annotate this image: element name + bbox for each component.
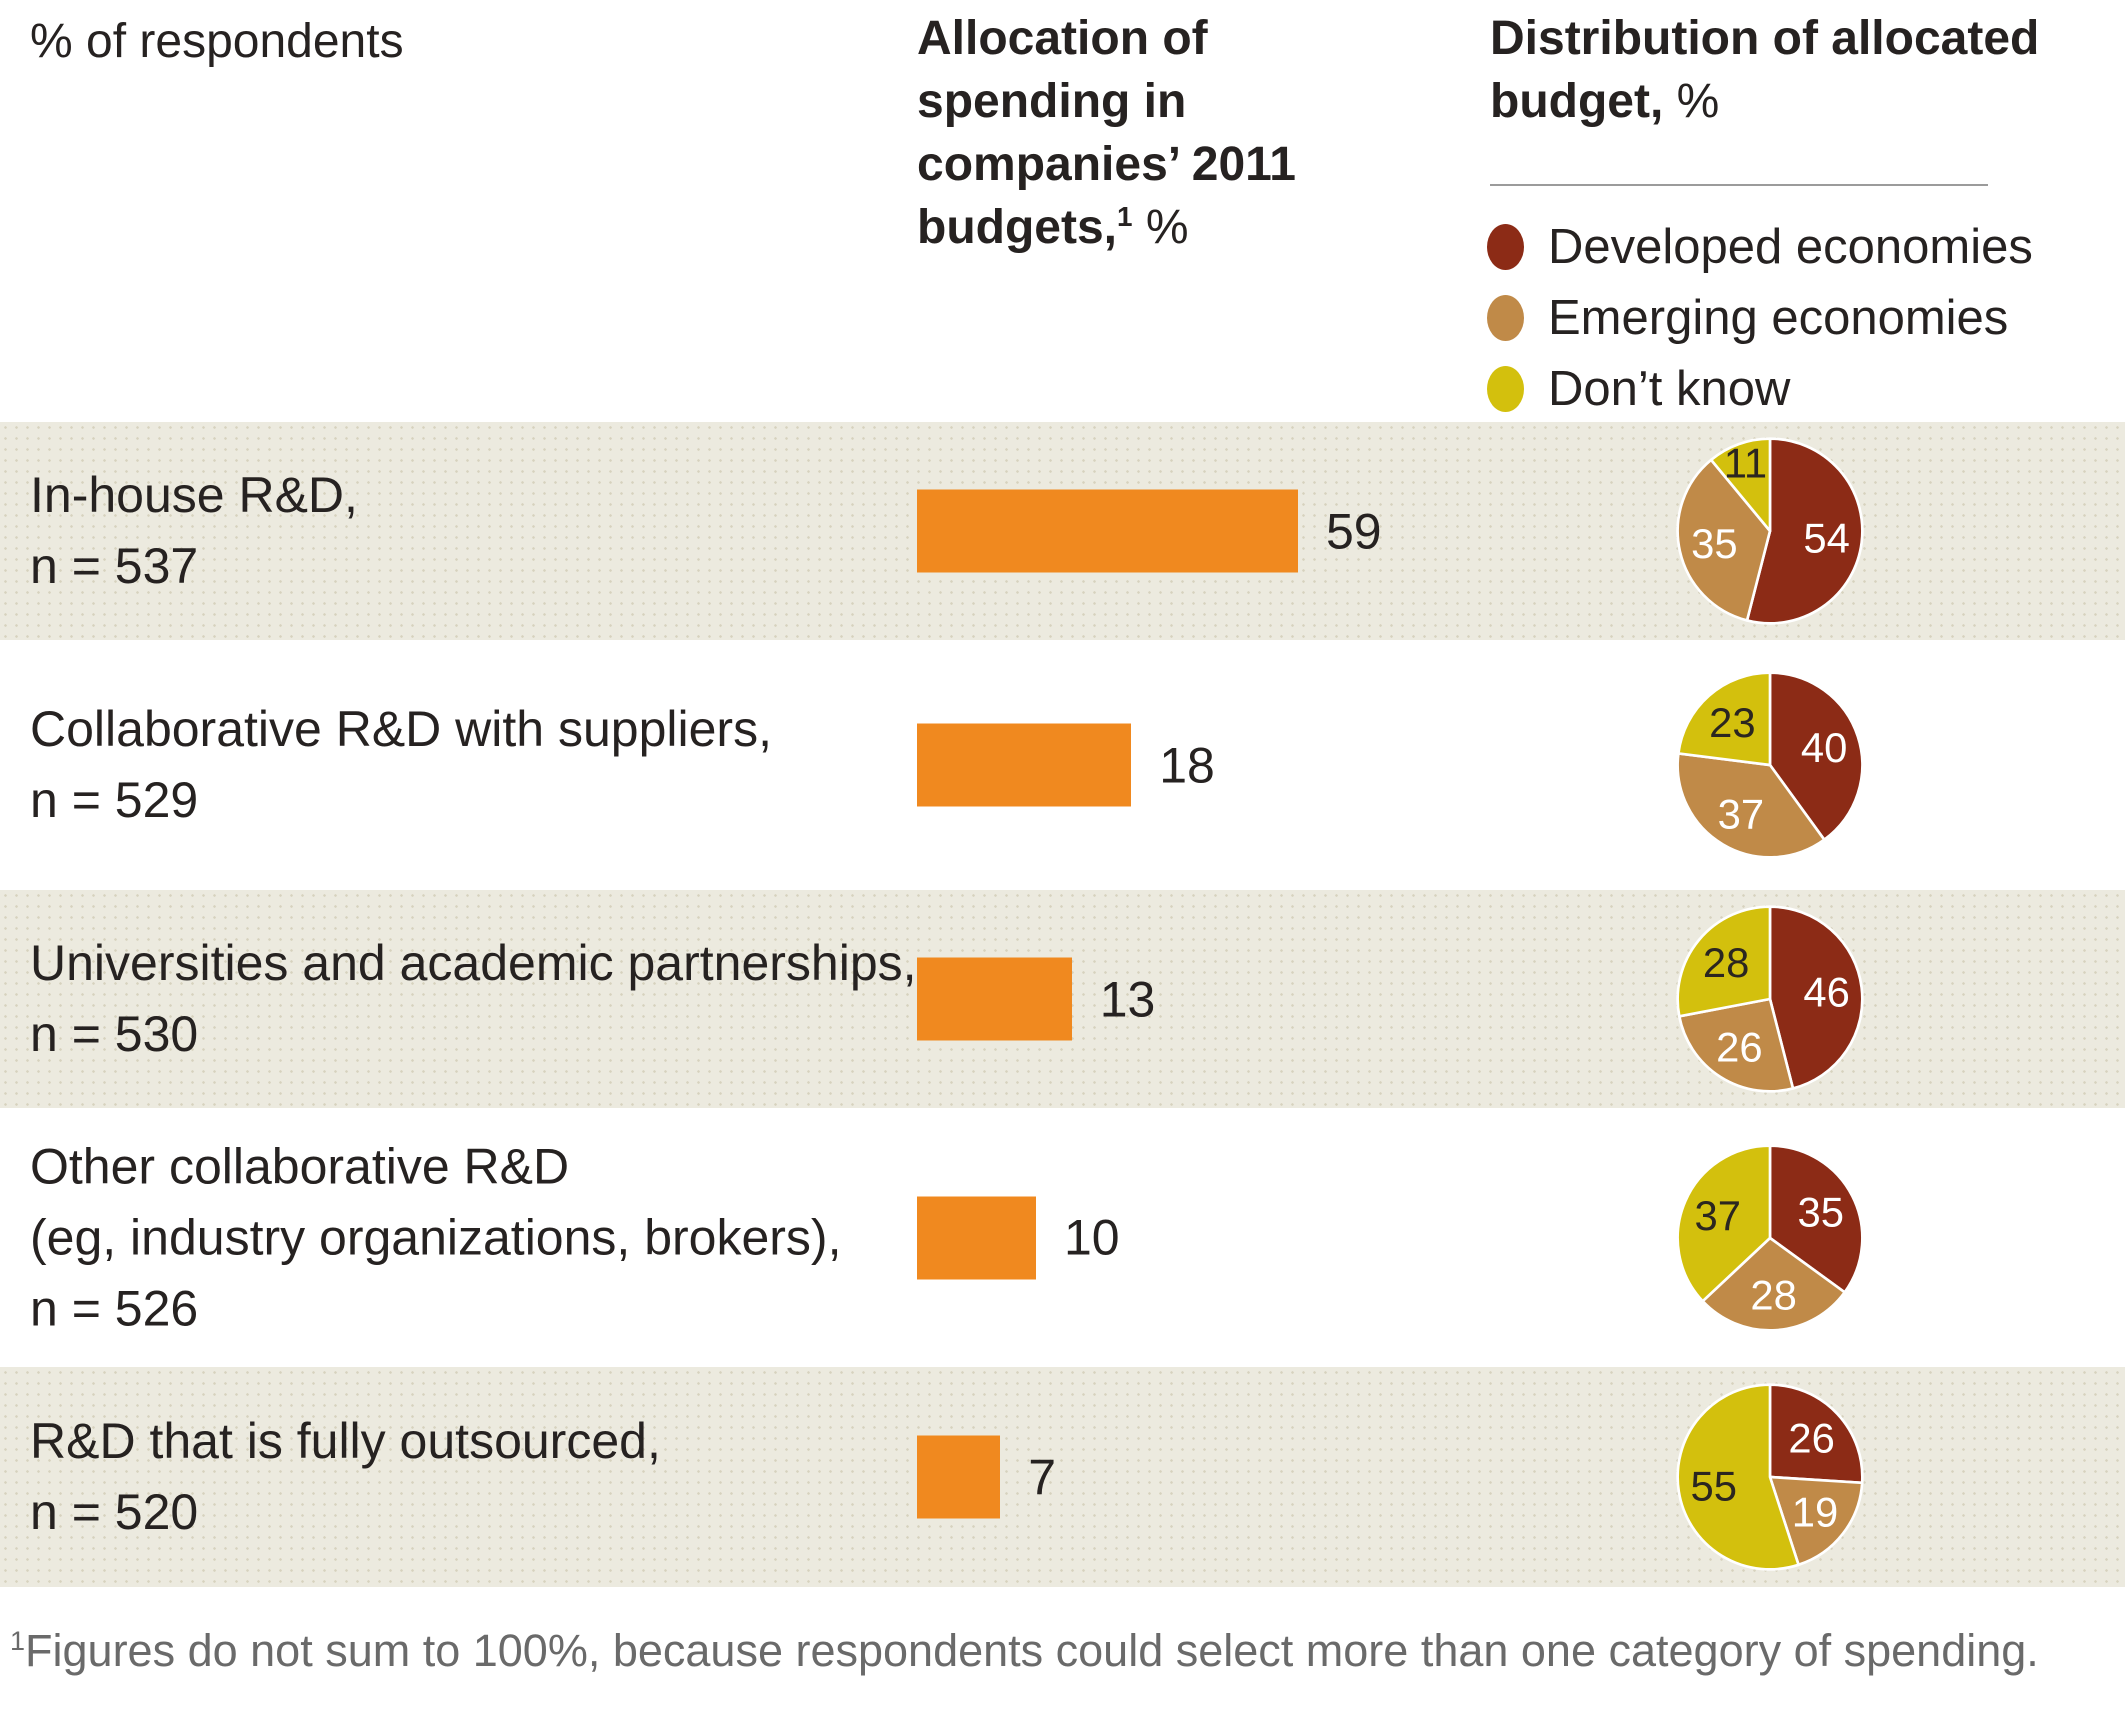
bar-group: 18 [917, 723, 1215, 807]
pie-slice-emerging [1768, 1475, 1864, 1567]
bar-group: 7 [917, 1435, 1057, 1519]
chart-footer: 1Figures do not sum to 100%, because res… [0, 1587, 2125, 1727]
bar-value: 7 [1028, 1449, 1057, 1505]
bar-group: 13 [917, 957, 1156, 1041]
spending-bar [917, 489, 1298, 573]
pie-slice-dont_know [1676, 905, 1772, 1018]
bar-group: 59 [917, 489, 1382, 573]
legend-label: Emerging economies [1548, 291, 2009, 345]
footnote: 1Figures do not sum to 100%, because res… [10, 1625, 2039, 1677]
pie-slice-value: 54 [1803, 515, 1850, 562]
bar-column-header-unit: % [1132, 200, 1189, 254]
left-column-header: % of respondents [30, 15, 404, 68]
spending-bar [917, 723, 1132, 807]
pie-slice-value: 35 [1691, 520, 1738, 567]
pie-chart: 54 35 11 [1675, 436, 1865, 626]
pie-chart-svg: 40 37 23 [1676, 671, 1864, 859]
bar-column-header: Allocation of spending in companies’ 201… [917, 8, 1296, 260]
pie-slice-emerging [1676, 458, 1772, 622]
legend-dot-dont-know-icon [1487, 366, 1524, 412]
pie-slice-value: 28 [1750, 1271, 1797, 1318]
pie-slice-value: 26 [1788, 1415, 1835, 1462]
category-label: Other collaborative R&D (eg, industry or… [30, 1138, 842, 1336]
pie-chart-svg: 54 35 11 [1676, 437, 1864, 625]
category-label: In-house R&D, n = 537 [30, 467, 358, 594]
chart-header: % of respondents Allocation of spending … [0, 0, 2125, 422]
footnote-text: Figures do not sum to 100%, because resp… [25, 1625, 2039, 1676]
legend-label: Don’t know [1548, 362, 1791, 416]
legend-item-emerging: Emerging economies [1487, 285, 2033, 351]
pie-column-header-unit: % [1663, 74, 1720, 128]
spending-bar [917, 1435, 1001, 1519]
pie-slice-dont_know [1676, 1143, 1772, 1303]
table-row: Other collaborative R&D (eg, industry or… [0, 1108, 2125, 1367]
pie-slice-value: 46 [1803, 968, 1850, 1015]
pie-chart: 46 26 28 [1675, 904, 1865, 1094]
pie-chart: 35 28 37 [1675, 1143, 1865, 1333]
bar-value: 18 [1159, 737, 1215, 793]
category-label: Collaborative R&D with suppliers, n = 52… [30, 701, 772, 828]
table-row: Universities and academic partnerships, … [0, 890, 2125, 1108]
pie-chart-svg: 26 19 55 [1676, 1383, 1864, 1571]
pie-slice-dont_know [1677, 671, 1772, 767]
pie-column-header: Distribution of allocated budget, % [1490, 8, 2039, 134]
pie-slice-value: 11 [1724, 439, 1767, 486]
pie-slice-dont_know [1676, 1383, 1800, 1571]
table-row: R&D that is fully outsourced, n = 520 7 … [0, 1367, 2125, 1587]
bar-value: 13 [1099, 971, 1156, 1027]
table-row: Collaborative R&D with suppliers, n = 52… [0, 640, 2125, 890]
bar-value: 10 [1064, 1209, 1120, 1266]
table-row: In-house R&D, n = 537 59 54 35 11 [0, 422, 2125, 640]
pie-slice-emerging [1677, 997, 1795, 1093]
pie-slice-value: 26 [1716, 1024, 1763, 1071]
legend: Developed economies Emerging economies D… [1487, 214, 2033, 427]
legend-item-dont-know: Don’t know [1487, 356, 2033, 422]
pie-slice-emerging [1676, 752, 1826, 859]
pie-slice-value: 19 [1792, 1488, 1839, 1535]
pie-slice-value: 28 [1703, 939, 1750, 986]
pie-chart-svg: 46 26 28 [1676, 905, 1864, 1093]
legend-divider-line [1490, 184, 1988, 186]
category-label: Universities and academic partnerships, … [30, 935, 917, 1062]
pie-slice-dont_know [1709, 437, 1772, 533]
bar-column-header-text: Allocation of spending in companies’ 201… [917, 12, 1296, 254]
pie-chart: 26 19 55 [1675, 1382, 1865, 1572]
legend-dot-emerging-icon [1487, 295, 1524, 341]
pie-slice-developed [1745, 437, 1864, 625]
spending-bar [917, 957, 1072, 1041]
legend-item-developed: Developed economies [1487, 214, 2033, 280]
footnote-marker: 1 [10, 1626, 26, 1656]
pie-slice-value: 55 [1691, 1462, 1738, 1509]
bar-value: 59 [1326, 503, 1382, 559]
pie-slice-developed [1768, 1383, 1864, 1485]
pie-slice-developed [1768, 905, 1864, 1090]
bar-group: 10 [917, 1196, 1120, 1279]
pie-slice-emerging [1701, 1236, 1847, 1332]
pie-slice-value: 37 [1695, 1191, 1742, 1238]
category-label: R&D that is fully outsourced, n = 520 [30, 1413, 661, 1540]
legend-dot-developed-icon [1487, 224, 1524, 270]
pie-slice-value: 37 [1718, 791, 1765, 838]
pie-slice-value: 40 [1801, 724, 1848, 771]
pie-slice-value: 35 [1797, 1188, 1844, 1235]
pie-slice-developed [1768, 671, 1864, 842]
pie-slice-value: 23 [1709, 699, 1756, 746]
legend-label: Developed economies [1548, 220, 2033, 274]
pie-chart: 40 37 23 [1675, 670, 1865, 860]
pie-column-header-text: Distribution of allocated budget, [1490, 12, 2040, 128]
footnote-marker: 1 [1117, 200, 1133, 232]
pie-slice-developed [1768, 1143, 1864, 1294]
spending-bar [917, 1196, 1036, 1279]
